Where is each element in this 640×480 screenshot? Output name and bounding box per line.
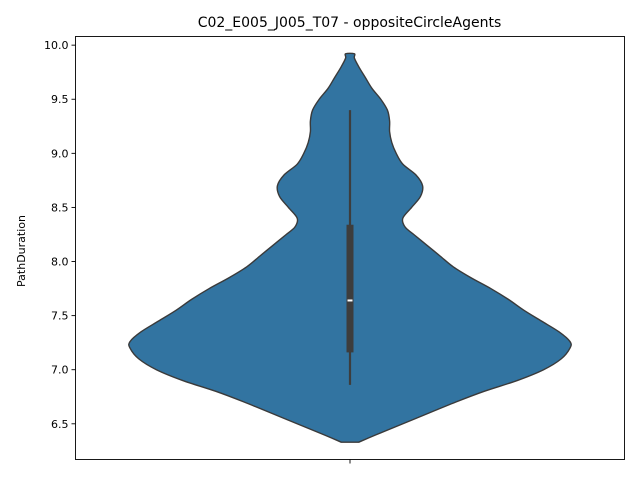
y-axis: 6.5 7.0 7.5 8.0 8.5 9.0 9.5 10.0 (44, 39, 76, 431)
plot-area (128, 52, 572, 443)
y-tick-label: 8.0 (51, 256, 69, 269)
y-tick-label: 10.0 (44, 39, 69, 52)
iqr-box (346, 224, 354, 353)
chart-title: C02_E005_J005_T07 - oppositeCircleAgents (198, 15, 502, 31)
y-tick-label: 9.5 (51, 93, 69, 106)
plot-frame (75, 36, 625, 460)
y-tick-label: 8.5 (51, 201, 69, 214)
y-tick-label: 9.0 (51, 147, 69, 160)
y-tick-label: 7.0 (51, 364, 69, 377)
y-axis-label: PathDuration (15, 215, 28, 287)
y-tick-label: 7.5 (51, 310, 69, 323)
y-tick-label: 6.5 (51, 418, 69, 431)
